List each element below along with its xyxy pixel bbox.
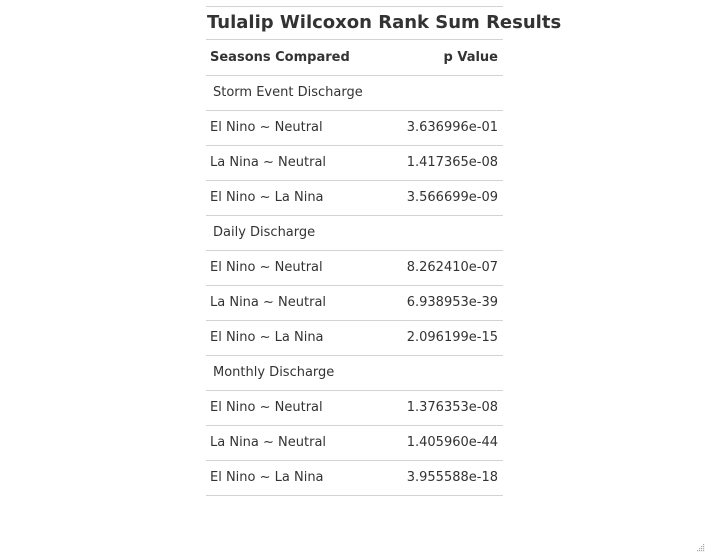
header-p-value: p Value bbox=[354, 40, 503, 76]
table-row: La Nina ~ Neutral 1.405960e-44 bbox=[206, 425, 503, 461]
p-value-cell: 6.938953e-39 bbox=[354, 285, 503, 321]
p-value-cell: 1.405960e-44 bbox=[354, 425, 503, 461]
table-row: El Nino ~ La Nina 3.566699e-09 bbox=[206, 180, 503, 216]
table-row: El Nino ~ Neutral 1.376353e-08 bbox=[206, 390, 503, 426]
p-value-cell: 3.636996e-01 bbox=[354, 110, 503, 146]
header-seasons-compared: Seasons Compared bbox=[206, 40, 355, 76]
seasons-cell: El Nino ~ Neutral bbox=[206, 250, 355, 286]
p-value-cell: 3.955588e-18 bbox=[354, 460, 503, 496]
seasons-cell: El Nino ~ Neutral bbox=[206, 390, 355, 426]
seasons-cell: La Nina ~ Neutral bbox=[206, 425, 355, 461]
seasons-cell: El Nino ~ La Nina bbox=[206, 320, 355, 356]
group-row: Monthly Discharge bbox=[206, 355, 503, 391]
seasons-cell: El Nino ~ La Nina bbox=[206, 180, 355, 216]
seasons-cell: La Nina ~ Neutral bbox=[206, 145, 355, 181]
p-value-cell: 2.096199e-15 bbox=[354, 320, 503, 356]
table-row: El Nino ~ La Nina 3.955588e-18 bbox=[206, 460, 503, 496]
header-row: Seasons Compared p Value bbox=[206, 40, 503, 76]
results-table-container: Tulalip Wilcoxon Rank Sum Results Season… bbox=[206, 6, 561, 496]
table-title: Tulalip Wilcoxon Rank Sum Results bbox=[206, 6, 561, 40]
table-row: La Nina ~ Neutral 1.417365e-08 bbox=[206, 145, 503, 181]
results-table: Seasons Compared p Value Storm Event Dis… bbox=[206, 40, 503, 496]
group-row: Daily Discharge bbox=[206, 215, 503, 251]
group-row: Storm Event Discharge bbox=[206, 75, 503, 111]
resize-grip-icon[interactable] bbox=[695, 542, 705, 552]
group-label-monthly: Monthly Discharge bbox=[206, 355, 503, 391]
table-row: El Nino ~ Neutral 8.262410e-07 bbox=[206, 250, 503, 286]
p-value-cell: 1.417365e-08 bbox=[354, 145, 503, 181]
group-label-storm-event: Storm Event Discharge bbox=[206, 75, 503, 111]
seasons-cell: El Nino ~ La Nina bbox=[206, 460, 355, 496]
table-row: El Nino ~ La Nina 2.096199e-15 bbox=[206, 320, 503, 356]
p-value-cell: 3.566699e-09 bbox=[354, 180, 503, 216]
table-row: El Nino ~ Neutral 3.636996e-01 bbox=[206, 110, 503, 146]
table-row: La Nina ~ Neutral 6.938953e-39 bbox=[206, 285, 503, 321]
p-value-cell: 1.376353e-08 bbox=[354, 390, 503, 426]
p-value-cell: 8.262410e-07 bbox=[354, 250, 503, 286]
seasons-cell: La Nina ~ Neutral bbox=[206, 285, 355, 321]
group-label-daily: Daily Discharge bbox=[206, 215, 503, 251]
seasons-cell: El Nino ~ Neutral bbox=[206, 110, 355, 146]
